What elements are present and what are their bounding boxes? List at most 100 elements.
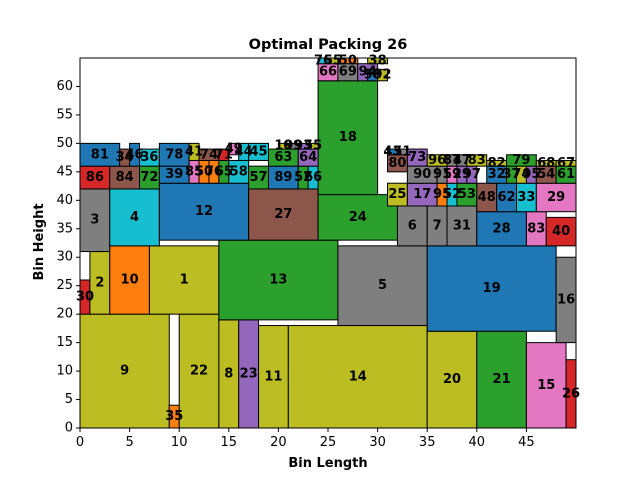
rect-label-64: 98 <box>364 68 382 83</box>
packed-rect-91 <box>535 182 577 213</box>
x-ticks: 0 5 10 15 20 25 30 35 40 45 <box>76 428 535 450</box>
rect-label-96: 54 <box>537 167 555 182</box>
rect-label-39: 78 <box>165 147 183 162</box>
packed-rect-24 <box>396 205 428 247</box>
packed-rect-60 <box>307 142 319 150</box>
rect-label-59: 93 <box>294 139 312 154</box>
packed-rect-30 <box>317 80 379 196</box>
y-tick-label-5: 25 <box>56 278 73 293</box>
packed-rect-16 <box>337 245 428 327</box>
rect-label-47: 71 <box>215 147 233 162</box>
rect-label-85: 87 <box>443 153 461 168</box>
rect-label-29: 40 <box>552 224 570 239</box>
rect-label-51: 57 <box>250 170 268 185</box>
rect-label-4: 23 <box>240 366 258 381</box>
rect-label-36: 46 <box>126 147 144 162</box>
rect-label-61: 66 <box>319 65 337 80</box>
rect-label-79: 90 <box>413 167 431 182</box>
rect-label-50: 45 <box>250 144 268 159</box>
rect-label-0: 9 <box>120 364 129 379</box>
rect-label-57: 10 <box>274 139 292 154</box>
y-tick-label-8: 40 <box>56 193 73 208</box>
rect-label-16: 5 <box>378 278 387 293</box>
rect-label-18: 16 <box>557 292 575 307</box>
rect-label-37: 36 <box>140 150 158 165</box>
rect-label-53: 52 <box>294 170 312 185</box>
rect-label-66: 76 <box>314 53 332 68</box>
packed-rect-22 <box>248 188 319 241</box>
rect-label-48: 49 <box>225 142 243 157</box>
rect-label-33: 72 <box>140 170 158 185</box>
rect-label-24: 6 <box>408 218 417 233</box>
rect-label-80: 91 <box>433 167 451 182</box>
packed-rect-23 <box>317 194 398 241</box>
rect-label-94: 74 <box>512 167 530 182</box>
rect-label-69: 38 <box>369 53 387 68</box>
rect-label-26: 31 <box>453 218 471 233</box>
packed-rect-26 <box>446 205 478 247</box>
rect-label-62: 69 <box>339 65 357 80</box>
rect-label-95: 95 <box>522 167 540 182</box>
rect-label-8: 21 <box>493 372 511 387</box>
rect-label-44: 74 <box>200 147 218 162</box>
rect-label-91: 29 <box>547 190 565 205</box>
rect-label-27: 28 <box>493 221 511 236</box>
rect-label-14: 1 <box>180 273 189 288</box>
y-tick-label-7: 35 <box>56 221 73 236</box>
rect-label-2: 22 <box>190 364 208 379</box>
rect-label-56: 64 <box>299 150 317 165</box>
y-tick-label-6: 30 <box>56 250 73 265</box>
rect-label-3: 8 <box>224 366 233 381</box>
rect-label-22: 27 <box>274 207 292 222</box>
rect-label-46: 58 <box>230 164 248 179</box>
rect-label-7: 20 <box>443 372 461 387</box>
packed-rect-14 <box>148 245 220 315</box>
packed-rect-27 <box>476 211 527 247</box>
y-axis-label: Bin Height <box>32 203 47 280</box>
rect-label-12: 2 <box>95 275 104 290</box>
x-tick-label-6: 30 <box>369 435 386 450</box>
y-ticks: 0 5 10 15 20 25 30 35 40 45 50 55 60 <box>56 79 80 436</box>
rect-label-32: 84 <box>116 170 134 185</box>
rect-label-19: 3 <box>90 213 99 228</box>
x-tick-label-5: 25 <box>320 435 337 450</box>
rect-label-81: 59 <box>443 167 461 182</box>
y-tick-label-3: 15 <box>56 335 73 350</box>
x-tick-label-9: 45 <box>518 435 535 450</box>
y-tick-label-12: 60 <box>56 79 73 94</box>
rect-label-58: 99 <box>284 139 302 154</box>
rect-label-11: 30 <box>76 290 94 305</box>
rect-label-40: 85 <box>185 164 203 179</box>
packed-rect-17 <box>426 245 557 332</box>
rect-label-75: 80 <box>388 156 406 171</box>
packed-rect-15 <box>218 239 339 321</box>
rect-label-99: 79 <box>512 153 530 168</box>
rect-label-41: 50 <box>195 164 213 179</box>
rect-label-72: 95 <box>433 187 451 202</box>
packed-rect-13 <box>109 245 150 315</box>
rect-label-10: 26 <box>562 386 580 401</box>
rect-label-28: 83 <box>527 221 545 236</box>
rect-label-9: 15 <box>537 378 555 393</box>
rect-label-86: 47 <box>453 153 471 168</box>
rect-label-89: 62 <box>498 190 516 205</box>
rect-label-83: 97 <box>463 167 481 182</box>
packed-rect-5 <box>258 325 289 429</box>
rect-label-67: 55 <box>324 53 342 68</box>
rect-label-98: 82 <box>488 156 506 171</box>
y-tick-label-4: 20 <box>56 307 73 322</box>
rect-label-21: 12 <box>195 204 213 219</box>
rect-label-92: 32 <box>488 167 506 182</box>
rect-label-5: 11 <box>264 369 282 384</box>
rect-label-54: 66 <box>304 170 322 185</box>
rect-label-17: 19 <box>483 281 501 296</box>
rect-label-87: 83 <box>468 153 486 168</box>
rect-label-30: 18 <box>339 130 357 145</box>
packed-rect-21 <box>158 182 250 241</box>
rect-label-42: 76 <box>205 164 223 179</box>
y-tick-label-2: 10 <box>56 364 73 379</box>
rect-label-55: 63 <box>274 150 292 165</box>
